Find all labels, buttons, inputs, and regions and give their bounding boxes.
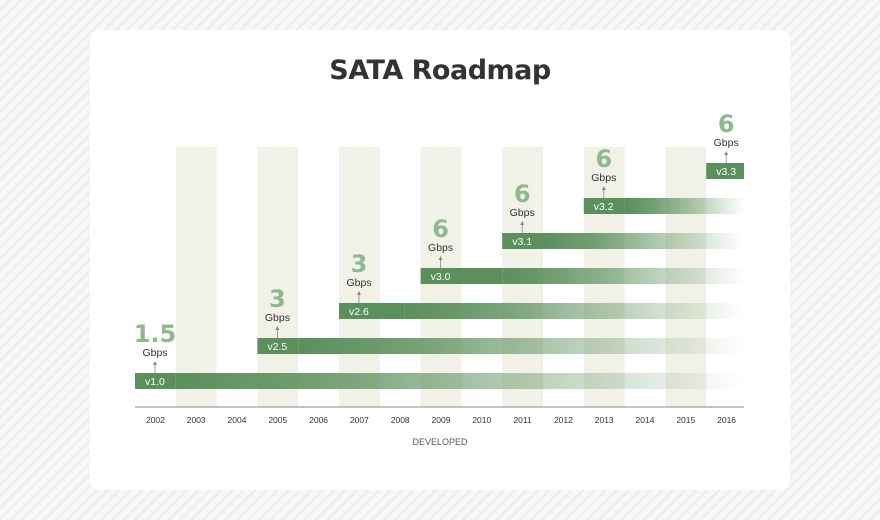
bar-label-v3.0: v3.0 bbox=[431, 271, 451, 283]
x-tick-label-2013: 2013 bbox=[595, 415, 614, 425]
speed-unit-v3.1: Gbps bbox=[510, 207, 535, 219]
x-tick-label-2005: 2005 bbox=[268, 415, 287, 425]
x-tick-label-2006: 2006 bbox=[309, 415, 328, 425]
x-tick-label-2009: 2009 bbox=[432, 415, 451, 425]
speed-value-v3.1: 6 bbox=[514, 180, 531, 208]
speed-arrowhead-v3.0 bbox=[438, 256, 443, 260]
bar-fade-v2.6 bbox=[404, 303, 744, 319]
bar-fade-v1.0 bbox=[175, 373, 745, 389]
x-tick-label-2003: 2003 bbox=[187, 415, 206, 425]
speed-value-v2.6: 3 bbox=[351, 250, 368, 278]
bar-label-v3.1: v3.1 bbox=[512, 236, 532, 248]
x-tick-label-2007: 2007 bbox=[350, 415, 369, 425]
x-tick-label-2002: 2002 bbox=[146, 415, 165, 425]
year-column-shade-2005 bbox=[257, 147, 299, 407]
speed-value-v1.0: 1.5 bbox=[134, 320, 177, 348]
x-tick-label-2015: 2015 bbox=[676, 415, 695, 425]
bar-fade-v3.0 bbox=[502, 268, 744, 284]
bar-fade-v3.1 bbox=[543, 233, 744, 249]
speed-arrowhead-v3.3 bbox=[724, 151, 729, 155]
x-tick-label-2010: 2010 bbox=[472, 415, 491, 425]
bar-label-v1.0: v1.0 bbox=[145, 376, 165, 388]
year-column-shade-2007 bbox=[339, 147, 380, 407]
bar-solid-v3.0 bbox=[420, 268, 503, 284]
speed-arrowhead-v3.2 bbox=[601, 186, 606, 190]
speed-unit-v1.0: Gbps bbox=[142, 347, 167, 359]
bar-solid-v2.6 bbox=[339, 303, 405, 319]
bar-solid-v2.5 bbox=[257, 338, 299, 354]
speed-value-v3.3: 6 bbox=[718, 110, 735, 138]
x-tick-label-2004: 2004 bbox=[228, 415, 247, 425]
speed-unit-v2.6: Gbps bbox=[346, 277, 371, 289]
speed-value-v3.0: 6 bbox=[432, 215, 449, 243]
x-tick-label-2011: 2011 bbox=[513, 415, 532, 425]
bar-fade-v3.2 bbox=[624, 198, 744, 214]
year-column-shade-2003 bbox=[175, 147, 217, 407]
speed-value-v3.2: 6 bbox=[595, 145, 612, 173]
bar-solid-v3.1 bbox=[502, 233, 543, 249]
speed-unit-v2.5: Gbps bbox=[265, 312, 290, 324]
speed-arrowhead-v2.5 bbox=[275, 326, 280, 330]
speed-unit-v3.2: Gbps bbox=[591, 172, 616, 184]
bar-solid-v1.0 bbox=[135, 373, 176, 389]
chart-title: SATA Roadmap bbox=[329, 55, 551, 86]
bar-label-v3.2: v3.2 bbox=[594, 201, 614, 213]
bar-label-v2.5: v2.5 bbox=[267, 341, 287, 353]
speed-unit-v3.3: Gbps bbox=[714, 137, 739, 149]
speed-value-v2.5: 3 bbox=[269, 285, 286, 313]
speed-arrowhead-v1.0 bbox=[153, 361, 157, 365]
x-axis-label: DEVELOPED bbox=[412, 437, 468, 447]
speed-unit-v3.0: Gbps bbox=[428, 242, 453, 254]
x-tick-label-2016: 2016 bbox=[717, 415, 736, 425]
x-tick-label-2008: 2008 bbox=[391, 415, 410, 425]
bar-label-v2.6: v2.6 bbox=[349, 306, 369, 318]
bar-solid-v3.2 bbox=[583, 198, 625, 214]
speed-arrowhead-v3.1 bbox=[520, 221, 525, 225]
bar-fade-v2.5 bbox=[298, 338, 744, 354]
bar-label-v3.3: v3.3 bbox=[716, 166, 736, 178]
x-tick-label-2014: 2014 bbox=[636, 415, 655, 425]
bar-solid-v3.3 bbox=[706, 163, 744, 179]
x-tick-label-2012: 2012 bbox=[554, 415, 573, 425]
speed-arrowhead-v2.6 bbox=[357, 291, 361, 295]
